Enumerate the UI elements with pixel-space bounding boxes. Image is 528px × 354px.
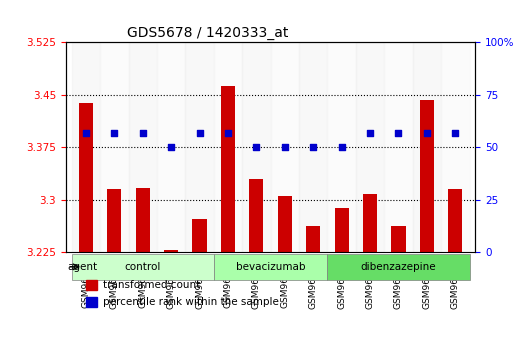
Point [423,130,431,136]
Bar [136,188,150,252]
Bar [420,100,434,252]
Bar [356,42,384,252]
Point [224,130,232,136]
Point [110,130,118,136]
Bar [72,42,100,252]
Point [280,144,289,150]
Bar [249,179,263,252]
Point [451,130,459,136]
Bar [87,280,97,290]
Bar [128,42,157,252]
Point [394,130,403,136]
Bar [299,42,327,252]
Bar [335,208,349,252]
Point [252,144,261,150]
Bar [192,219,206,252]
Point [195,130,204,136]
Bar [221,86,235,252]
Bar [448,189,463,252]
Bar [79,103,93,252]
Point [138,130,147,136]
Text: GDS5678 / 1420333_at: GDS5678 / 1420333_at [127,26,289,40]
Point [82,130,90,136]
Bar [384,42,413,252]
Text: bevacizumab: bevacizumab [236,262,305,272]
Bar [306,226,320,252]
Text: control: control [125,262,161,272]
Bar [157,42,185,252]
Text: percentile rank within the sample: percentile rank within the sample [103,297,279,307]
Bar [391,226,406,252]
Point [167,144,175,150]
Bar [363,194,377,252]
Bar [413,42,441,252]
FancyBboxPatch shape [72,253,214,280]
Bar [441,42,469,252]
FancyBboxPatch shape [214,253,327,280]
Bar [327,42,356,252]
Point [337,144,346,150]
Point [366,130,374,136]
FancyBboxPatch shape [327,253,469,280]
Point [309,144,317,150]
Text: transformed count: transformed count [103,280,200,290]
Bar [271,42,299,252]
Bar [100,42,128,252]
Bar [185,42,214,252]
Bar [107,189,121,252]
Text: dibenzazepine: dibenzazepine [361,262,436,272]
Bar [214,42,242,252]
Bar [164,250,178,252]
Bar [87,297,97,307]
Bar [242,42,271,252]
Text: agent: agent [68,262,98,272]
Bar [278,196,292,252]
